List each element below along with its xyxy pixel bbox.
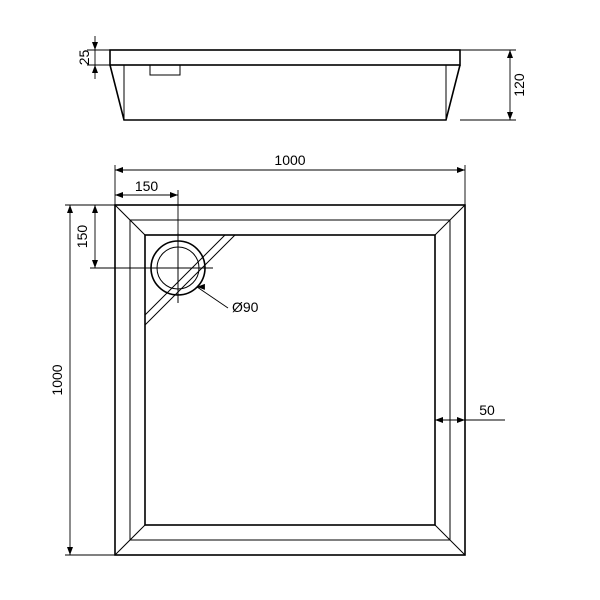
dim-150-top: 150	[135, 178, 159, 194]
dim-1000-left: 1000	[49, 364, 65, 395]
dim-arrow	[170, 192, 178, 198]
dim-arrow	[115, 192, 123, 198]
dim-25-label: 25	[76, 50, 92, 66]
dim-1000-top: 1000	[274, 152, 305, 168]
dim-120-label: 120	[511, 73, 527, 97]
dim-arrow	[92, 205, 98, 213]
side-lip	[110, 50, 460, 65]
dim-arrow	[92, 260, 98, 268]
dim-arrow	[507, 112, 513, 120]
dim-arrow	[92, 42, 98, 50]
drain-plate	[145, 235, 225, 315]
dim-50: 50	[479, 402, 495, 418]
dim-arrow	[67, 205, 73, 213]
dim-arrow	[197, 284, 205, 290]
drain-dia-label: Ø90	[232, 299, 259, 315]
dim-arrow	[507, 50, 513, 58]
side-drain-stub	[150, 65, 180, 75]
dim-arrow	[435, 417, 443, 423]
dim-arrow	[457, 417, 465, 423]
dim-arrow	[67, 547, 73, 555]
dim-150-left: 150	[74, 225, 90, 249]
dim-arrow	[115, 167, 123, 173]
plan-inner	[145, 235, 435, 525]
dim-arrow	[457, 167, 465, 173]
dim-arrow	[92, 65, 98, 73]
leader	[197, 287, 228, 308]
side-body	[110, 65, 460, 120]
plan-outer	[115, 205, 465, 555]
